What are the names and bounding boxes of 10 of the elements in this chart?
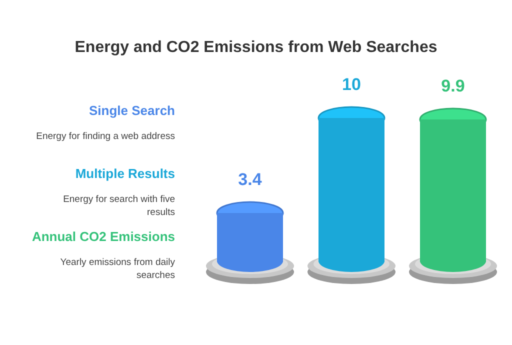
text: Energy for search with five results — [63, 194, 176, 218]
data-label: 9.9 — [441, 76, 465, 96]
text: Energy for finding a web address — [36, 131, 176, 142]
text: Annual CO2 Emissions — [32, 229, 175, 244]
text: Yearly emissions from daily searches — [60, 257, 176, 281]
text: Multiple Results — [75, 166, 175, 181]
chart-title: Energy and CO2 Emissions from Web Searches — [74, 39, 438, 56]
data-label: 3.4 — [238, 170, 262, 190]
text: Single Search — [89, 103, 176, 118]
data-label: 10 — [342, 75, 361, 94]
